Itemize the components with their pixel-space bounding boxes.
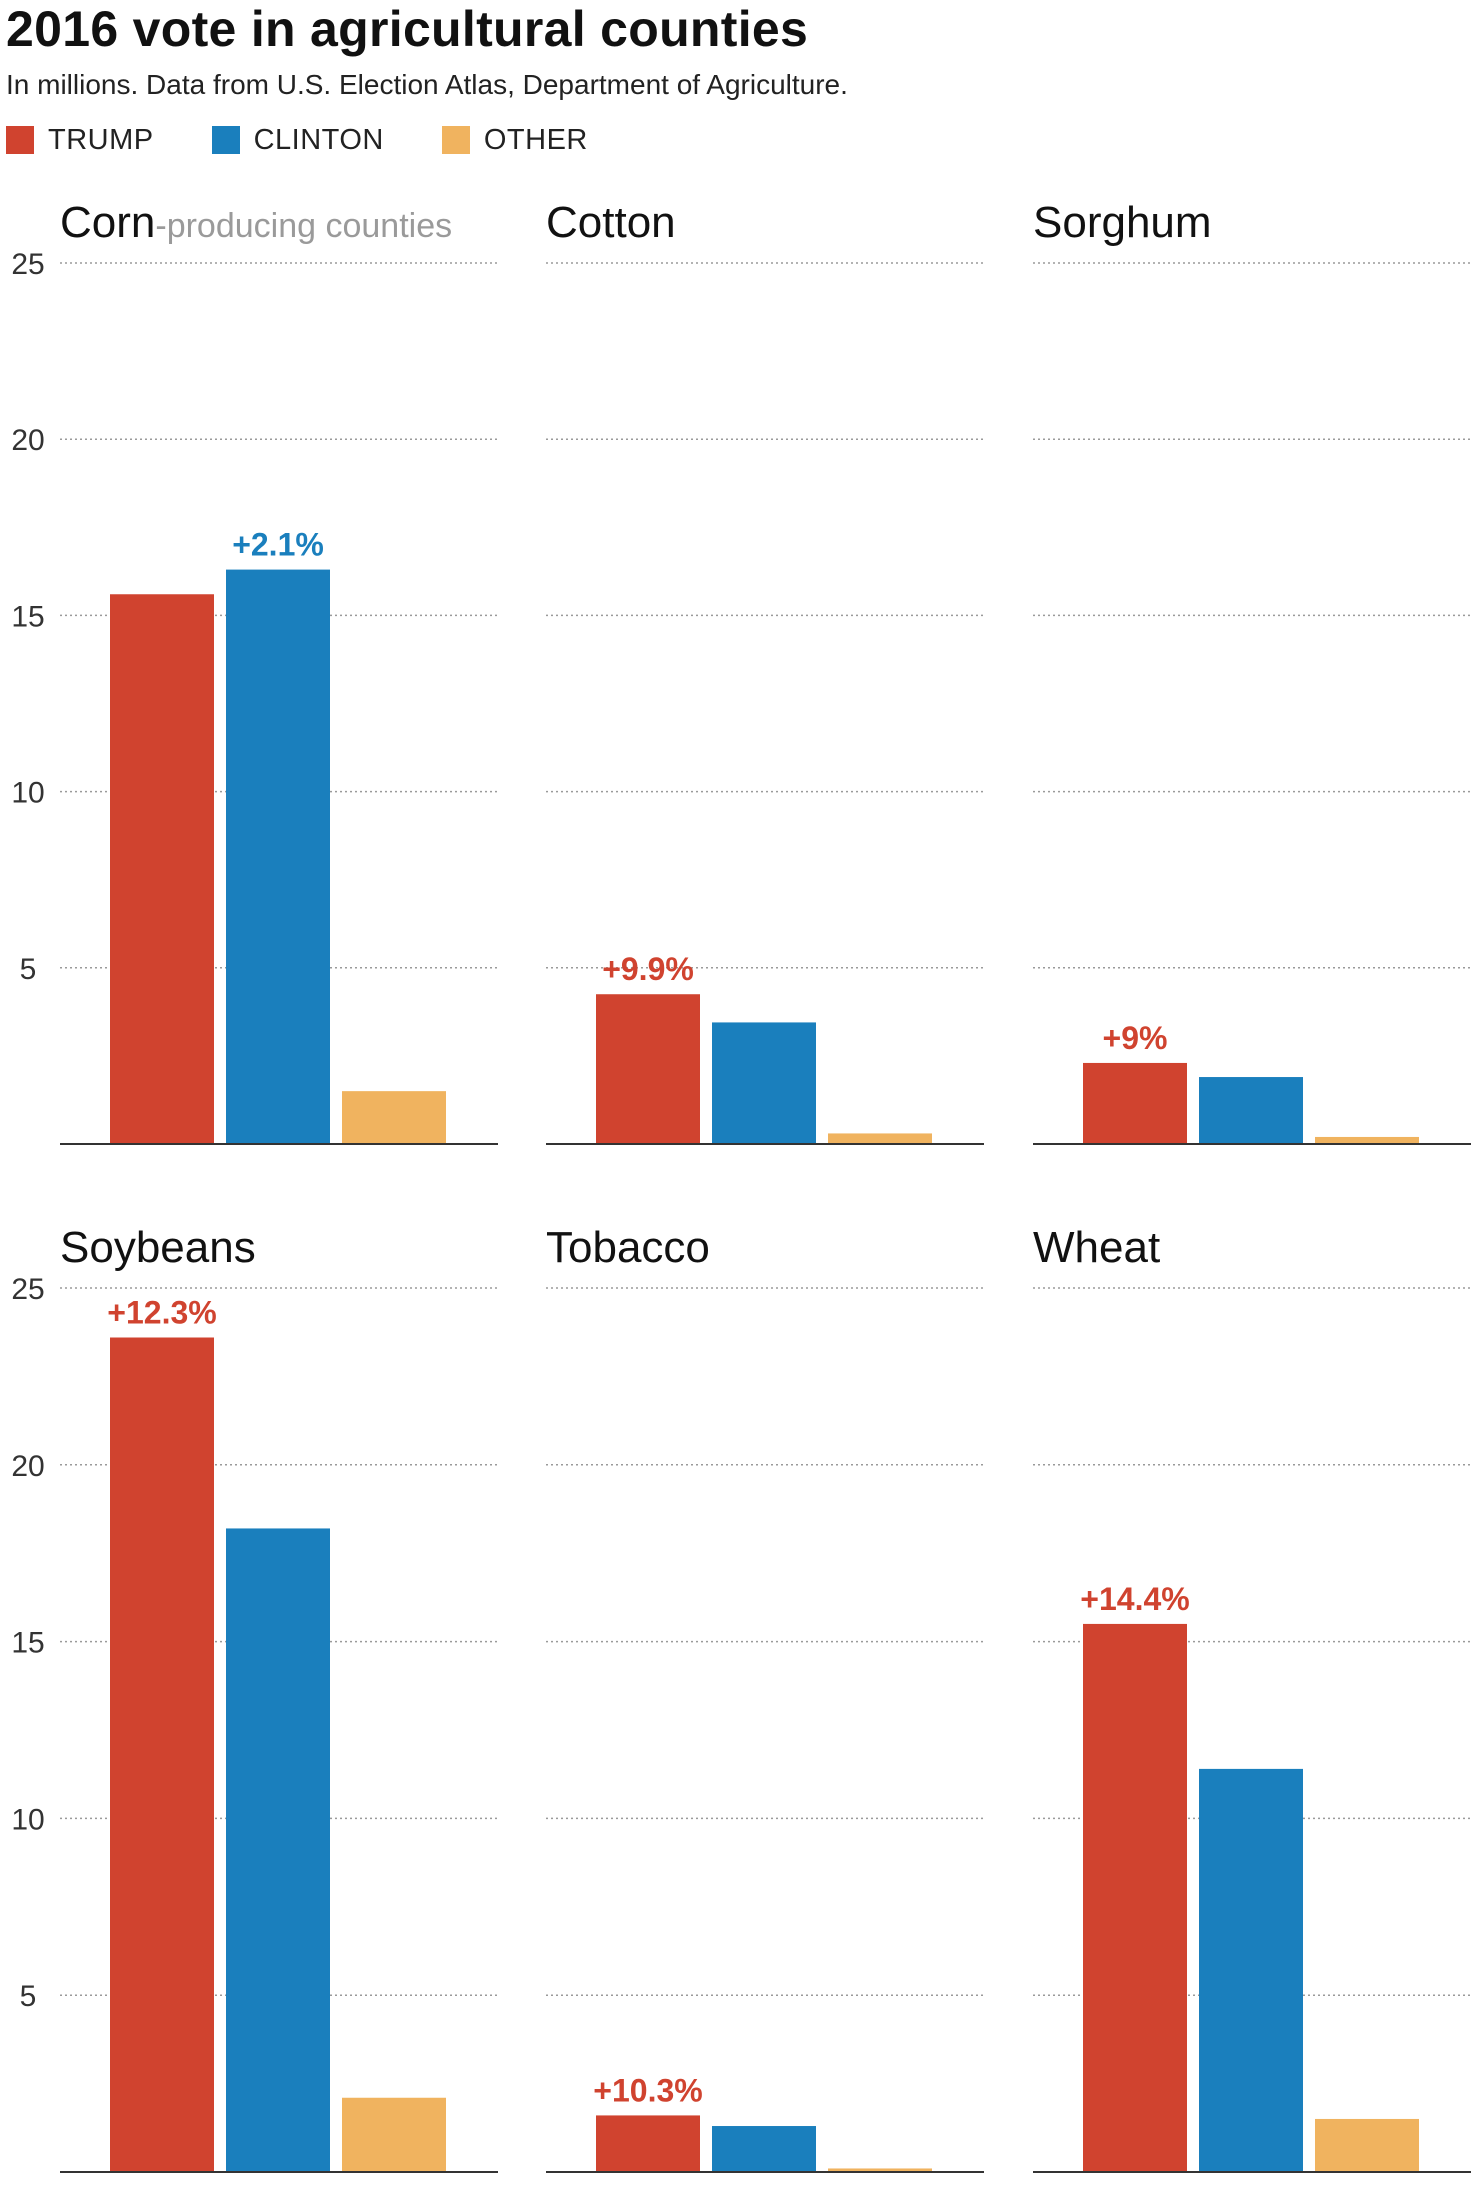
panel-title-wheat: Wheat [1033,1223,1160,1272]
bar-soybeans-trump [110,1337,214,2172]
bar-label-soybeans: +12.3% [107,1295,216,1331]
bar-cotton-other [828,1133,932,1144]
panel-title-cotton: Cotton [546,198,676,247]
y-tick-label-corn-5: 5 [20,953,37,986]
panel-subtitle-corn: -producing counties [155,207,452,245]
bar-label-sorghum: +9% [1103,1020,1168,1056]
bar-cotton-trump [596,994,700,1144]
y-tick-label-soybeans-10: 10 [11,1803,44,1836]
bar-soybeans-clinton [226,1528,330,2172]
bar-tobacco-clinton [712,2126,816,2172]
y-tick-label-corn-15: 15 [11,600,44,633]
y-tick-label-soybeans-5: 5 [20,1980,37,2013]
legend-label-clinton: CLINTON [253,123,384,156]
bar-corn-trump [110,594,214,1144]
legend-label-trump: TRUMP [48,123,154,156]
y-tick-label-soybeans-20: 20 [11,1450,44,1483]
legend-label-other: OTHER [483,123,588,156]
y-tick-label-corn-20: 20 [11,424,44,457]
bar-corn-other [342,1091,446,1144]
chart-subtitle: In millions. Data from U.S. Election Atl… [6,69,848,100]
y-tick-label-soybeans-15: 15 [11,1627,44,1660]
legend-swatch-other [441,126,470,154]
chart-title: 2016 vote in agricultural counties [6,1,809,57]
bar-cotton-clinton [712,1022,816,1144]
panel-title-tobacco: Tobacco [546,1223,710,1272]
legend-swatch-clinton [211,126,240,154]
panel-title-soybeans: Soybeans [60,1223,256,1272]
bar-wheat-trump [1083,1623,1187,2172]
bar-tobacco-trump [596,2115,700,2172]
bar-sorghum-trump [1083,1062,1187,1144]
y-tick-label-corn-10: 10 [11,777,44,810]
legend-item-clinton: CLINTON [211,123,384,157]
bar-corn-clinton [226,569,330,1144]
y-tick-label-soybeans-25: 25 [11,1273,44,1306]
bar-sorghum-other [1315,1136,1419,1144]
bar-label-tobacco: +10.3% [593,2072,702,2108]
bar-sorghum-clinton [1199,1077,1303,1144]
legend-item-other: OTHER [441,123,588,157]
legend-item-trump: TRUMP [6,124,154,157]
bar-wheat-clinton [1199,1768,1303,2172]
panel-title-corn: Corn-producing counties [60,198,452,247]
panel-title-sorghum: Sorghum [1033,198,1212,247]
bar-soybeans-other [342,2097,446,2172]
bar-tobacco-other [828,2168,932,2172]
legend: TRUMP CLINTON OTHER [6,120,646,160]
y-tick-label-corn-25: 25 [11,248,44,281]
bar-label-cotton: +9.9% [602,951,694,987]
bar-label-corn: +2.1% [232,527,324,563]
legend-swatch-trump [6,126,34,154]
bar-wheat-other [1315,2118,1419,2172]
bar-label-wheat: +14.4% [1080,1581,1189,1617]
